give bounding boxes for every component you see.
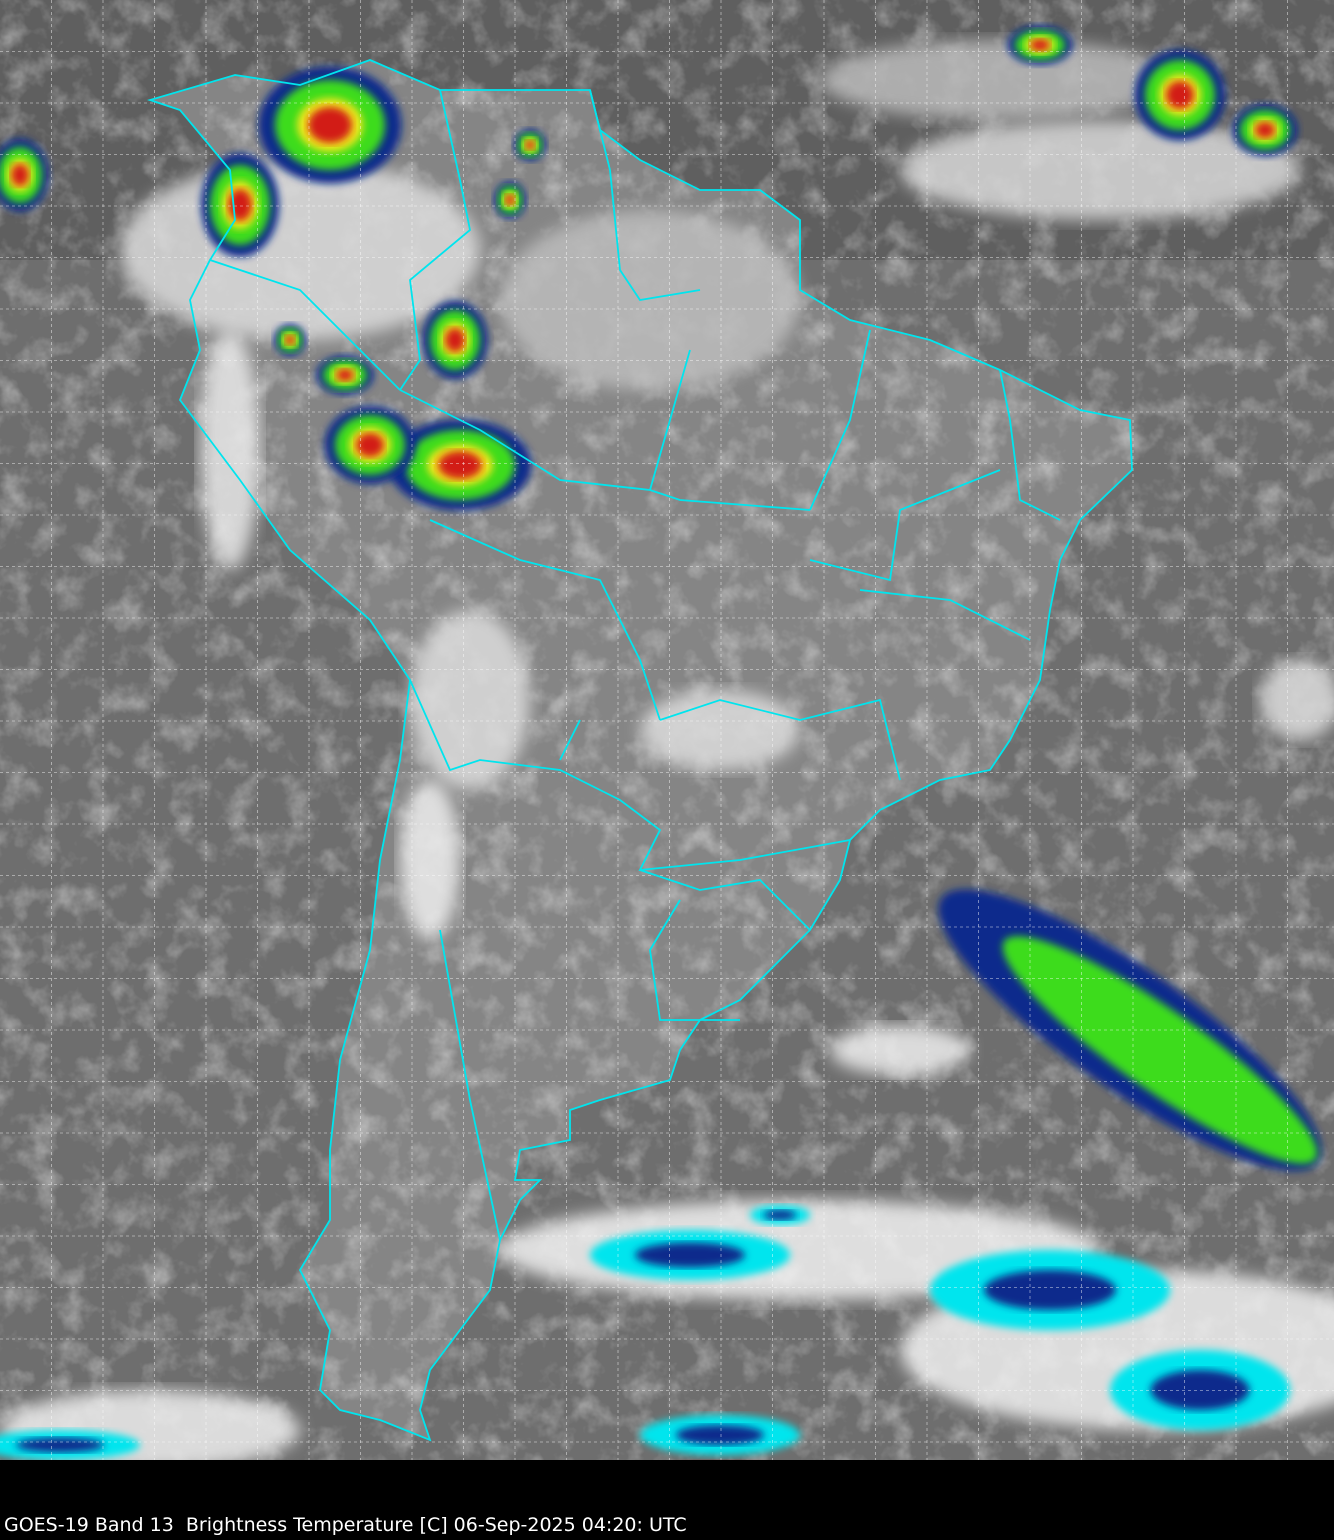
border-line xyxy=(399,389,811,511)
storm-core xyxy=(1255,122,1275,138)
cloud-layer xyxy=(0,40,1334,1460)
cold-cloud-core xyxy=(676,1425,764,1445)
border-line xyxy=(859,589,1031,641)
storm-core xyxy=(356,433,384,457)
cloud xyxy=(830,1025,970,1075)
cold-cloud-core xyxy=(16,1437,104,1453)
cloud xyxy=(200,330,260,570)
border-line xyxy=(429,519,661,721)
storm-core xyxy=(11,163,29,187)
cloud xyxy=(500,210,800,390)
cold-cloud-core xyxy=(984,1270,1116,1310)
lat-lon-grid xyxy=(0,0,1334,1460)
storm-core xyxy=(505,194,515,206)
country-borders xyxy=(146,59,1133,1442)
cloud xyxy=(410,610,530,790)
coastline xyxy=(146,59,1133,1442)
storm-core xyxy=(445,328,465,352)
border-line xyxy=(809,329,871,511)
image-caption: GOES-19 Band 13 Brightness Temperature [… xyxy=(4,1514,687,1536)
border-line xyxy=(409,679,851,872)
cloud xyxy=(400,780,460,940)
border-line xyxy=(559,719,581,761)
storm-core xyxy=(1166,81,1194,109)
cloud xyxy=(1260,660,1334,740)
cold-cloud-core xyxy=(763,1210,797,1220)
border-line xyxy=(659,698,901,781)
storm-core xyxy=(438,451,482,479)
border-line xyxy=(639,869,811,931)
border-line xyxy=(809,469,1001,582)
border-line xyxy=(439,929,501,1241)
frontal-band-core xyxy=(1002,936,1318,1164)
storm-core xyxy=(525,140,535,150)
border-line xyxy=(209,259,401,391)
border-line xyxy=(649,349,691,491)
border-line xyxy=(399,89,471,391)
border-line xyxy=(649,899,740,1021)
satellite-map xyxy=(0,0,1334,1460)
cloud xyxy=(900,120,1300,220)
border-line xyxy=(589,89,701,301)
cold-cloud-core xyxy=(635,1242,745,1268)
storm-core xyxy=(308,107,352,143)
cloud xyxy=(820,40,1180,120)
cloud xyxy=(640,690,800,770)
cold-cloud-core xyxy=(1150,1370,1250,1410)
border-line xyxy=(999,369,1061,521)
storm-core xyxy=(1030,39,1050,51)
storm-core xyxy=(285,335,295,345)
storm-core xyxy=(336,369,354,381)
cloud xyxy=(120,160,480,340)
